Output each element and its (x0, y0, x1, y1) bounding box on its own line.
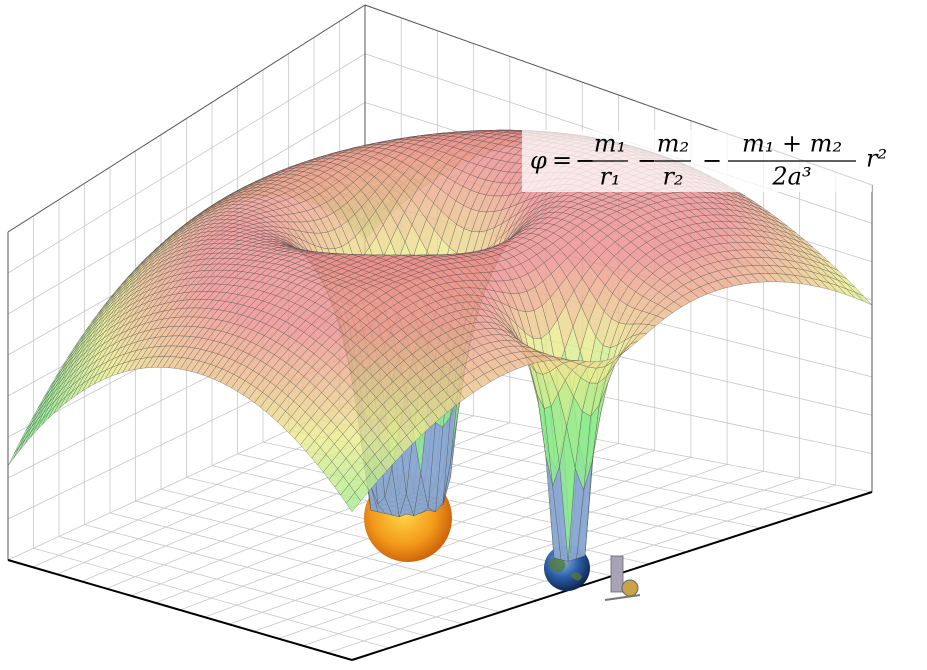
floor-grid-line (229, 456, 692, 625)
wall-grid-line (7, 102, 366, 315)
surface-cell (345, 492, 361, 513)
formula: φ = − m₁ r₁ − m₂ r₂ − m₁ + m₂ 2a³ r² (522, 130, 887, 192)
surface-cell (7, 445, 20, 466)
formula-denominator: r₂ (662, 163, 683, 191)
satellite-boom (604, 594, 641, 601)
formula-sign: − (702, 147, 722, 175)
floor-grid-line (160, 488, 575, 589)
formula-factor: r² (866, 145, 887, 173)
floor-grid-line (278, 470, 764, 639)
wall-grid-line (7, 53, 366, 274)
floor-grid-line (33, 547, 390, 649)
satellite-body (610, 555, 624, 593)
floor-grid-line (135, 500, 538, 601)
formula-equals: = (552, 147, 572, 175)
satellite-dish (621, 579, 639, 597)
potential-surface (7, 129, 873, 562)
formula-sign: − (637, 147, 657, 175)
axis-edge (7, 559, 353, 661)
floor-grid-line (253, 463, 728, 632)
formula-numerator: m₁ + m₂ (742, 130, 842, 158)
formula-numerator: m₂ (657, 130, 689, 158)
floor-grid-line (84, 524, 464, 625)
earth-land (548, 557, 582, 581)
surface-cell (13, 438, 26, 459)
floor-grid-line (109, 512, 501, 613)
box-edge (7, 4, 366, 233)
formula-lhs: φ (530, 147, 547, 175)
formula-denominator: r₁ (599, 163, 620, 191)
formula-sign: − (575, 147, 595, 175)
formula-numerator: m₁ (594, 130, 626, 158)
formula-denominator: 2a³ (771, 163, 811, 191)
satellite (604, 555, 641, 601)
floor-grid-line (58, 536, 427, 637)
